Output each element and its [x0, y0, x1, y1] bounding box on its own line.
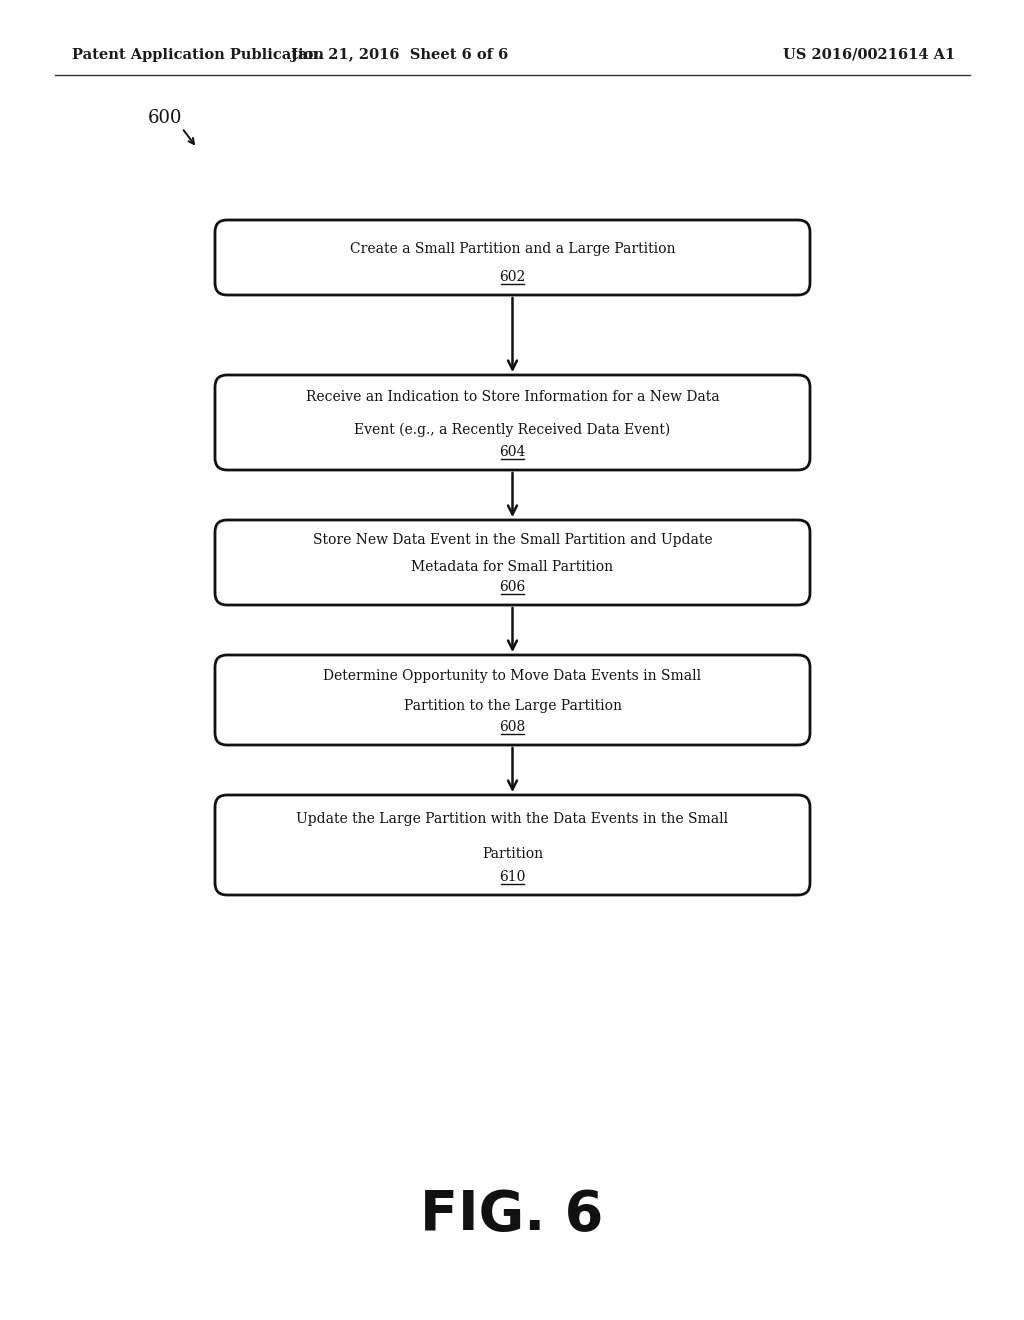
Text: Metadata for Small Partition: Metadata for Small Partition	[412, 560, 613, 574]
Text: 604: 604	[500, 445, 525, 459]
FancyBboxPatch shape	[215, 520, 810, 605]
Text: Partition to the Large Partition: Partition to the Large Partition	[403, 700, 622, 713]
Text: Event (e.g., a Recently Received Data Event): Event (e.g., a Recently Received Data Ev…	[354, 422, 671, 437]
Text: 608: 608	[500, 719, 525, 734]
FancyBboxPatch shape	[215, 795, 810, 895]
Text: Store New Data Event in the Small Partition and Update: Store New Data Event in the Small Partit…	[312, 533, 713, 546]
FancyBboxPatch shape	[215, 375, 810, 470]
Text: FIG. 6: FIG. 6	[420, 1188, 604, 1242]
Text: Update the Large Partition with the Data Events in the Small: Update the Large Partition with the Data…	[296, 812, 728, 825]
Text: 606: 606	[500, 579, 525, 594]
Text: Partition: Partition	[482, 846, 543, 861]
Text: Patent Application Publication: Patent Application Publication	[72, 48, 324, 62]
Text: Receive an Indication to Store Information for a New Data: Receive an Indication to Store Informati…	[306, 391, 719, 404]
FancyBboxPatch shape	[215, 655, 810, 744]
Text: 610: 610	[500, 870, 525, 884]
Text: 602: 602	[500, 271, 525, 284]
Text: 600: 600	[148, 110, 182, 127]
Text: Create a Small Partition and a Large Partition: Create a Small Partition and a Large Par…	[350, 242, 675, 256]
Text: US 2016/0021614 A1: US 2016/0021614 A1	[782, 48, 955, 62]
Text: Determine Opportunity to Move Data Events in Small: Determine Opportunity to Move Data Event…	[324, 669, 701, 682]
Text: Jan. 21, 2016  Sheet 6 of 6: Jan. 21, 2016 Sheet 6 of 6	[292, 48, 509, 62]
FancyBboxPatch shape	[215, 220, 810, 294]
